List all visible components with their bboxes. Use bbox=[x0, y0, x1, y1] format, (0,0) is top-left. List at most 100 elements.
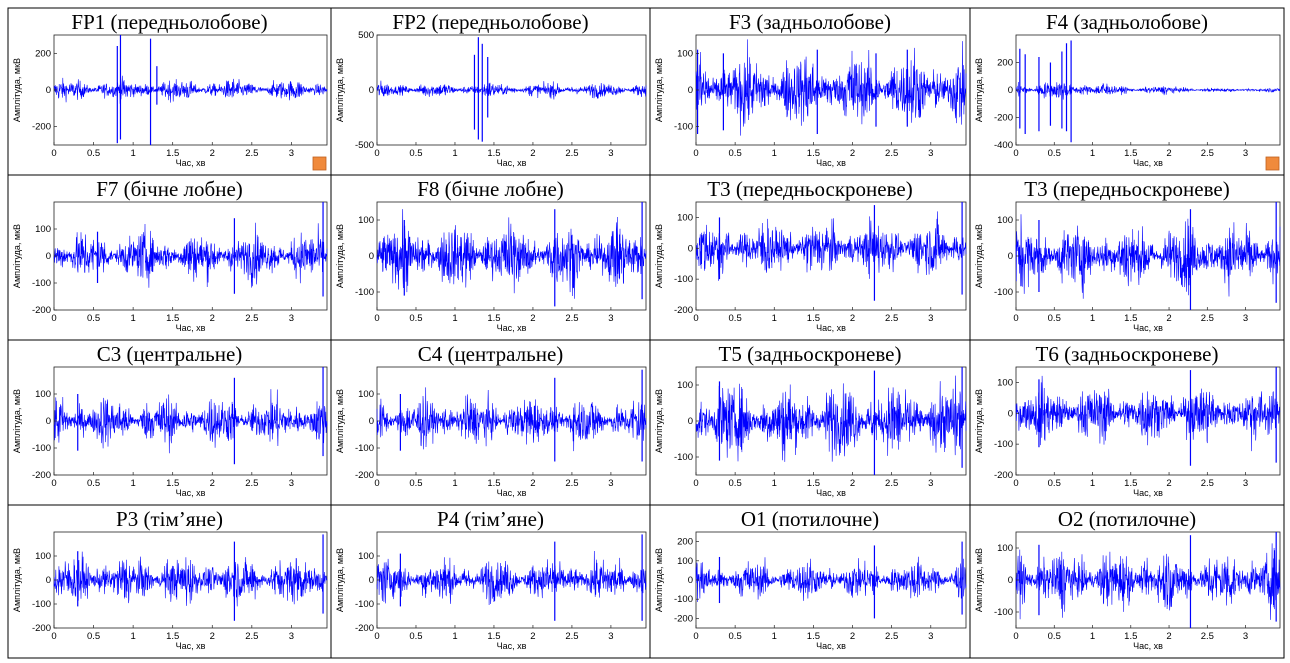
x-tick-label: 1.5 bbox=[1124, 631, 1137, 642]
x-tick-label: 2.5 bbox=[565, 148, 578, 159]
eeg-panel: T3 (передньоскроневе) 0 0.5 1 1.5 2 2.5 3 -100 0 1… bbox=[974, 177, 1281, 333]
x-tick-label: 1 bbox=[452, 313, 457, 324]
x-tick-label: 1.5 bbox=[166, 313, 179, 324]
x-axis-label: Час, хв bbox=[816, 158, 846, 168]
x-tick-label: 2.5 bbox=[885, 148, 898, 159]
y-tick-label: 0 bbox=[369, 416, 374, 427]
x-tick-label: 1 bbox=[130, 313, 135, 324]
panel-title: FP1 (передньолобове) bbox=[71, 10, 267, 34]
x-tick-label: 3 bbox=[1243, 478, 1248, 489]
x-tick-label: 2 bbox=[1166, 631, 1171, 642]
signal-line bbox=[1015, 214, 1281, 299]
x-tick-label: 2.5 bbox=[1201, 478, 1214, 489]
x-tick-label: 1 bbox=[772, 148, 777, 159]
panel-title: O1 (потилочне) bbox=[741, 507, 879, 531]
y-tick-label: -200 bbox=[355, 470, 374, 481]
x-axis-label: Час, хв bbox=[816, 488, 846, 498]
y-tick-label: -100 bbox=[355, 443, 374, 454]
x-tick-label: 2.5 bbox=[1201, 148, 1214, 159]
marker-square bbox=[312, 156, 327, 171]
x-tick-label: 2 bbox=[850, 478, 855, 489]
x-tick-label: 3 bbox=[289, 478, 294, 489]
x-tick-label: 1 bbox=[772, 478, 777, 489]
signal-line bbox=[1015, 543, 1281, 620]
x-axis-label: Час, хв bbox=[1133, 488, 1163, 498]
x-tick-label: 0.5 bbox=[729, 631, 742, 642]
x-tick-label: 0 bbox=[693, 631, 698, 642]
y-tick-label: 100 bbox=[997, 215, 1013, 226]
x-tick-label: 3 bbox=[289, 313, 294, 324]
x-tick-label: 2.5 bbox=[885, 478, 898, 489]
panel-title: O2 (потилочне) bbox=[1058, 507, 1196, 531]
y-axis-label: Амплітуда, мкВ bbox=[335, 548, 345, 612]
signal-line bbox=[376, 550, 647, 606]
y-axis-label: Амплітуда, мкВ bbox=[974, 58, 984, 122]
y-axis-label: Амплітуда, мкВ bbox=[335, 58, 345, 122]
x-tick-label: 3 bbox=[289, 631, 294, 642]
eeg-panel: C4 (центральне) 0 0.5 1 1.5 2 2.5 3 -200 -100 0 100… bbox=[335, 342, 647, 498]
x-tick-label: 0.5 bbox=[1048, 478, 1061, 489]
x-tick-label: 0.5 bbox=[1048, 148, 1061, 159]
signal-line bbox=[376, 209, 647, 299]
y-axis-label: Амплітуда, мкВ bbox=[12, 58, 22, 122]
y-axis-label: Амплітуда, мкВ bbox=[654, 389, 664, 453]
x-tick-label: 2 bbox=[210, 148, 215, 159]
x-tick-label: 2.5 bbox=[245, 631, 258, 642]
x-tick-label: 1 bbox=[1090, 631, 1095, 642]
x-tick-label: 3 bbox=[608, 478, 613, 489]
y-tick-label: 0 bbox=[369, 85, 374, 96]
signal-line bbox=[53, 75, 328, 104]
panel-title: P4 (тім’яне) bbox=[437, 507, 544, 531]
x-tick-label: 1 bbox=[452, 478, 457, 489]
y-tick-label: -100 bbox=[32, 599, 51, 610]
eeg-panel: O1 (потилочне) 0 0.5 1 1.5 2 2.5 3 -200 -100 0 100 2… bbox=[654, 507, 967, 651]
y-tick-label: -200 bbox=[355, 623, 374, 634]
panel-title: F3 (задньолобове) bbox=[729, 10, 891, 34]
x-tick-label: 1.5 bbox=[1124, 313, 1137, 324]
y-tick-label: -100 bbox=[674, 594, 693, 605]
y-tick-label: -200 bbox=[32, 470, 51, 481]
x-tick-label: 3 bbox=[1243, 313, 1248, 324]
y-tick-label: 100 bbox=[677, 556, 693, 567]
y-axis-label: Амплітуда, мкВ bbox=[12, 548, 22, 612]
x-tick-label: 2 bbox=[530, 148, 535, 159]
y-tick-label: -100 bbox=[674, 452, 693, 463]
y-tick-label: 0 bbox=[1008, 408, 1013, 419]
x-tick-label: 1 bbox=[772, 313, 777, 324]
x-tick-label: 2.5 bbox=[1201, 631, 1214, 642]
y-tick-label: 100 bbox=[35, 551, 51, 562]
y-tick-label: 500 bbox=[358, 30, 374, 41]
x-axis-label: Час, хв bbox=[176, 641, 206, 651]
x-tick-label: 0 bbox=[374, 478, 379, 489]
x-tick-label: 3 bbox=[608, 148, 613, 159]
y-tick-label: -100 bbox=[674, 274, 693, 285]
y-axis-label: Амплітуда, мкВ bbox=[974, 548, 984, 612]
x-tick-label: 3 bbox=[289, 148, 294, 159]
y-tick-label: -100 bbox=[674, 122, 693, 133]
y-tick-label: 200 bbox=[997, 58, 1013, 69]
x-axis-label: Час, хв bbox=[816, 323, 846, 333]
y-tick-label: 100 bbox=[677, 380, 693, 391]
x-tick-label: 0 bbox=[693, 478, 698, 489]
x-tick-label: 2.5 bbox=[885, 631, 898, 642]
panel-title: F7 (бічне лобне) bbox=[96, 177, 243, 201]
y-tick-label: -200 bbox=[994, 470, 1013, 481]
x-tick-label: 2 bbox=[850, 313, 855, 324]
y-tick-label: 100 bbox=[677, 212, 693, 223]
eeg-panel: F4 (задньолобове) 0 0.5 1 1.5 2 2.5 3 -400 -200 0 2… bbox=[974, 10, 1281, 171]
y-axis-label: Амплітуда, мкВ bbox=[12, 224, 22, 288]
y-tick-label: 0 bbox=[369, 575, 374, 586]
x-tick-label: 0 bbox=[374, 631, 379, 642]
y-tick-label: -100 bbox=[32, 278, 51, 289]
x-tick-label: 1.5 bbox=[487, 631, 500, 642]
panel-title: T5 (задньоскроневе) bbox=[719, 342, 902, 366]
x-tick-label: 0 bbox=[374, 148, 379, 159]
x-tick-label: 1.5 bbox=[1124, 478, 1137, 489]
x-tick-label: 2 bbox=[530, 478, 535, 489]
x-tick-label: 1.5 bbox=[807, 631, 820, 642]
x-tick-label: 2 bbox=[210, 313, 215, 324]
x-tick-label: 3 bbox=[1243, 148, 1248, 159]
eeg-panel: P3 (тім’яне) 0 0.5 1 1.5 2 2.5 3 -200 -100 0 100 Час… bbox=[12, 507, 328, 651]
y-tick-label: 100 bbox=[358, 389, 374, 400]
